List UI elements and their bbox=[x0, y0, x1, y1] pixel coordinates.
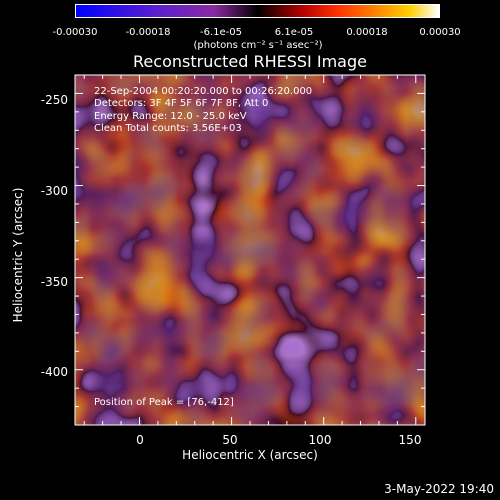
colorbar-tick: 0.00030 bbox=[419, 27, 461, 38]
x-tick-label: 50 bbox=[222, 433, 238, 447]
colorbar-units: (photons cm⁻² s⁻¹ asec⁻²) bbox=[193, 40, 323, 51]
timestamp: 3-May-2022 19:40 bbox=[384, 482, 494, 496]
colorbar-tick: -0.00030 bbox=[52, 27, 98, 38]
x-axis-label: Heliocentric X (arcsec) bbox=[182, 448, 318, 462]
annotation-detectors: Detectors: 3F 4F 5F 6F 7F 8F, Att 0 bbox=[94, 98, 269, 109]
image-map bbox=[75, 75, 425, 425]
x-tick-label: 150 bbox=[398, 433, 422, 447]
colorbar-tick: 6.1e-05 bbox=[274, 27, 314, 38]
page-title: Reconstructed RHESSI Image bbox=[133, 52, 367, 71]
colorbar-tick: -0.00018 bbox=[125, 27, 171, 38]
annotation-peak: Position of Peak = [76,-412] bbox=[94, 397, 234, 408]
y-tick-label: -300 bbox=[40, 184, 68, 198]
colorbar bbox=[75, 4, 440, 18]
y-axis-label: Heliocentric Y (arcsec) bbox=[11, 187, 25, 323]
x-tick-label: 100 bbox=[308, 433, 332, 447]
annotation-time: 22-Sep-2004 00:20:20.000 to 00:26:20.000 bbox=[94, 86, 313, 97]
y-tick-label: -250 bbox=[40, 93, 68, 107]
annotation-counts: Clean Total counts: 3.56E+03 bbox=[94, 123, 242, 134]
annotation-energy: Energy Range: 12.0 - 25.0 keV bbox=[94, 111, 247, 122]
colorbar-tick: 0.00018 bbox=[346, 27, 388, 38]
y-tick-label: -400 bbox=[40, 365, 68, 379]
colorbar-tick: -6.1e-05 bbox=[200, 27, 242, 38]
y-tick-label: -350 bbox=[40, 275, 68, 289]
axis-ticks bbox=[75, 74, 425, 426]
x-tick-label: 0 bbox=[136, 433, 144, 447]
